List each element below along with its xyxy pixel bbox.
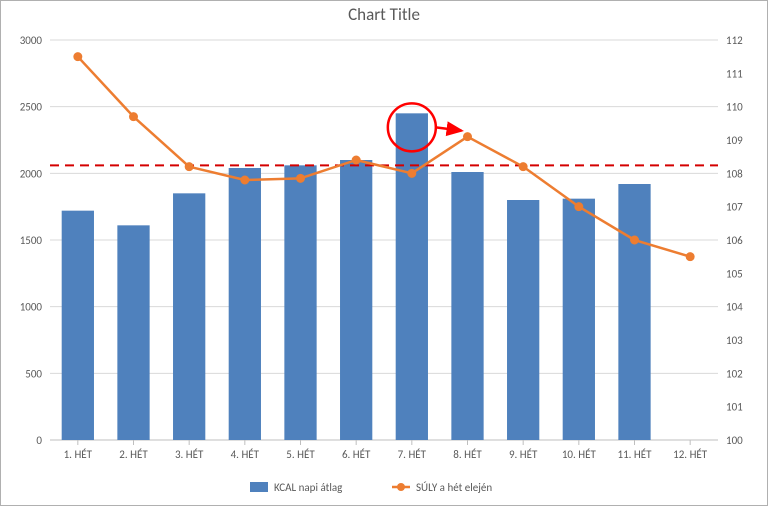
x-tick-label: 9. HÉT — [509, 448, 538, 461]
bar — [618, 184, 650, 440]
y-left-tick-label: 1000 — [20, 301, 43, 314]
x-tick-label: 6. HÉT — [342, 448, 371, 461]
line-series — [78, 57, 690, 257]
line-marker — [631, 236, 639, 244]
line-marker — [519, 163, 527, 171]
bar — [507, 200, 539, 440]
line-marker — [297, 174, 305, 182]
x-tick-label: 12. HÉT — [673, 448, 708, 461]
bar — [117, 225, 149, 440]
bar — [62, 211, 94, 440]
y-left-tick-label: 500 — [25, 367, 42, 380]
y-right-tick-label: 108 — [726, 167, 743, 180]
bar — [396, 113, 428, 440]
line-marker — [74, 53, 82, 61]
line-marker — [464, 133, 472, 141]
x-tick-label: 8. HÉT — [453, 448, 482, 461]
legend-label: KCAL napi átlag — [274, 481, 342, 494]
chart-container: Chart Title 0 500 1000 1500 2000 2500 3000 100 1… — [0, 0, 768, 506]
y-right-tick-label: 105 — [726, 267, 743, 280]
y-right-tick-label: 104 — [726, 301, 743, 314]
line-marker — [130, 113, 138, 121]
bar — [173, 193, 205, 440]
line-marker — [686, 253, 694, 261]
x-tick-label: 7. HÉT — [398, 448, 427, 461]
line-marker — [352, 156, 360, 164]
bar — [451, 172, 483, 440]
y-left-tick-label: 0 — [36, 434, 42, 447]
y-right-tick-label: 100 — [726, 434, 743, 447]
legend-label: SÚLY a hét elején — [416, 481, 492, 494]
x-tick-label: 4. HÉT — [231, 448, 260, 461]
chart-plot: 0 500 1000 1500 2000 2500 3000 100 101 102 103 104 1… — [0, 0, 768, 506]
chart-title: Chart Title — [0, 4, 768, 25]
y-left-tick-label: 2500 — [20, 101, 43, 114]
bar — [340, 160, 372, 440]
y-right-tick-label: 102 — [726, 367, 743, 380]
x-tick-label: 3. HÉT — [175, 448, 204, 461]
line-marker — [185, 163, 193, 171]
x-tick-label: 1. HÉT — [64, 448, 93, 461]
bar — [563, 199, 595, 440]
line-marker — [575, 203, 583, 211]
y-right-tick-label: 110 — [726, 101, 743, 114]
y-right-tick-label: 106 — [726, 234, 743, 247]
x-tick-label: 5. HÉT — [286, 448, 315, 461]
x-tick-label: 2. HÉT — [119, 448, 148, 461]
y-right-tick-label: 103 — [726, 334, 743, 347]
bar — [284, 165, 316, 440]
y-right-tick-label: 112 — [726, 34, 743, 47]
legend-swatch-marker — [397, 483, 405, 491]
y-left-tick-label: 2000 — [20, 167, 43, 180]
x-tick-label: 10. HÉT — [562, 448, 597, 461]
y-right-tick-label: 107 — [726, 201, 743, 214]
y-right-tick-label: 109 — [726, 134, 743, 147]
y-right-tick-label: 101 — [726, 401, 743, 414]
y-right-tick-label: 111 — [726, 67, 743, 80]
x-tick-label: 11. HÉT — [618, 448, 653, 461]
line-marker — [241, 176, 249, 184]
line-marker — [408, 169, 416, 177]
y-left-tick-label: 1500 — [20, 234, 43, 247]
bar — [229, 168, 261, 440]
legend-swatch-bar — [250, 482, 268, 492]
annotation-arrow — [436, 127, 462, 130]
y-left-tick-label: 3000 — [20, 34, 43, 47]
